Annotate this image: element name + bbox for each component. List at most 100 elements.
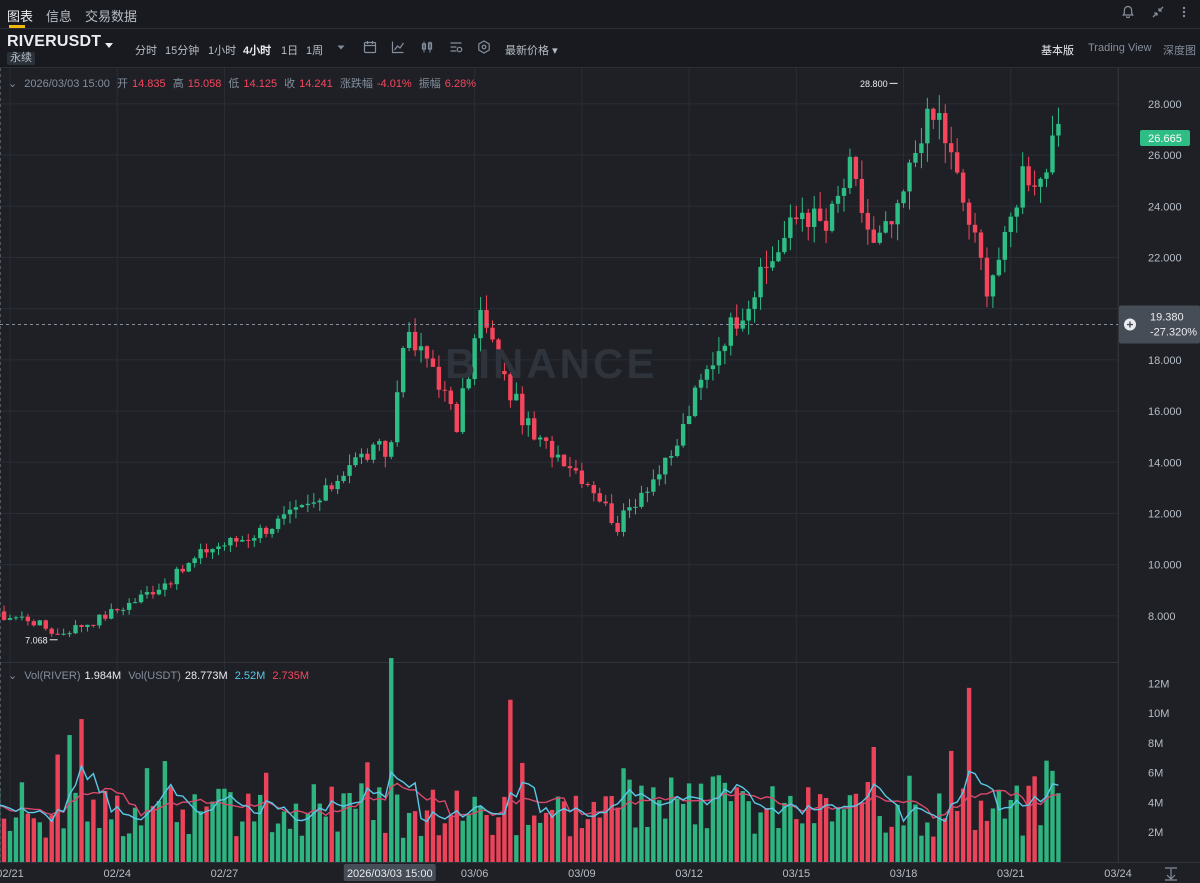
view-basic[interactable]: 基本版 (1041, 45, 1074, 57)
interval-15m[interactable]: 15分钟 (165, 45, 200, 57)
candle-body (567, 466, 573, 469)
interval-1d[interactable]: 1日 (281, 45, 299, 57)
candle-body (186, 563, 191, 572)
collapse-icon[interactable] (1150, 5, 1166, 21)
candle-body (466, 379, 471, 389)
candle-body (263, 527, 269, 534)
volume-bar (13, 817, 19, 862)
volume-bar (168, 786, 174, 862)
candle-body (293, 507, 299, 510)
plus-icon (1127, 321, 1133, 328)
calendar-icon[interactable] (362, 40, 378, 56)
volume-tick-label: 8M (1148, 738, 1163, 750)
open-value: 14.835 (131, 78, 166, 90)
amplitude-value: 6.28% (444, 78, 476, 90)
volume-bar (722, 782, 728, 862)
candle-body (889, 221, 894, 225)
interval-dropdown-icon[interactable] (333, 40, 349, 56)
candlestick-chart[interactable]: 28.800 7.068 8.000 10.000 12.000 14.000 16.00… (0, 68, 1200, 883)
volume-bar (734, 787, 739, 862)
volume-bar (913, 804, 918, 862)
candle-body (43, 620, 48, 629)
volume-bar (240, 821, 245, 862)
volume-bar (740, 791, 745, 862)
time-tick-label: 03/24 (1104, 868, 1132, 880)
volume-bar (329, 786, 334, 862)
candle-body (800, 212, 805, 220)
volume-bar (532, 815, 537, 862)
price-tick-label: 22.000 (1148, 252, 1182, 264)
candle-body (269, 528, 275, 534)
bell-icon[interactable] (1120, 5, 1136, 21)
tab-info[interactable]: 信息 (46, 9, 73, 24)
candle-body (806, 212, 811, 227)
candle-body (937, 113, 942, 120)
symbol-dropdown-icon[interactable] (105, 43, 113, 48)
volume-tick-label: 2M (1148, 827, 1163, 839)
volume-bar (919, 835, 924, 862)
tab-chart[interactable]: 图表 (7, 9, 34, 24)
volume-bar (686, 783, 692, 862)
volume-bar (341, 793, 346, 862)
extreme-price-label: 7.068 (25, 635, 48, 645)
candle-style-icon[interactable] (419, 40, 435, 56)
candle-body (537, 437, 543, 440)
volume-bar (782, 802, 787, 862)
candle-body (746, 308, 751, 321)
volume-bar (674, 798, 680, 862)
candle-body (1044, 172, 1049, 179)
interval-time[interactable]: 分时 (135, 45, 157, 57)
volume-bar (669, 777, 674, 862)
candle-body (782, 237, 787, 253)
volume-bar (222, 788, 227, 862)
candle-body (162, 583, 168, 590)
view-tradingview[interactable]: Trading View (1088, 42, 1152, 54)
volume-bar (883, 832, 888, 862)
volume-bar (424, 810, 430, 862)
volume-collapse-icon[interactable]: ⌄ (8, 670, 18, 682)
volume-bar (1056, 793, 1061, 862)
indicator-icon[interactable] (390, 40, 406, 56)
more-icon[interactable] (1176, 5, 1192, 21)
volume-bar (889, 826, 894, 862)
volume-bar (377, 787, 382, 862)
tab-trade-data[interactable]: 交易数据 (85, 9, 138, 24)
volume-bar (25, 813, 31, 862)
volume-bar (150, 805, 156, 862)
interval-4h[interactable]: 4小时 (243, 45, 272, 57)
candle-body (764, 266, 769, 268)
volume-bar (555, 796, 561, 862)
volume-bar (418, 835, 424, 862)
candle-body (925, 108, 930, 144)
volume-bar (49, 815, 54, 862)
candle-body (412, 331, 418, 351)
volume-bar (287, 828, 293, 862)
candle-body (347, 465, 352, 476)
candle-body (460, 388, 465, 433)
view-depth[interactable]: 深度图 (1163, 45, 1196, 57)
candle-body (716, 351, 722, 366)
candle-body (335, 480, 340, 490)
candle-body (954, 152, 960, 173)
amplitude-label: 振幅 (418, 78, 441, 90)
candle-body (13, 617, 19, 619)
symbol-name[interactable]: RIVERUSDT (7, 33, 102, 50)
volume-bar (794, 819, 799, 862)
candle-body (943, 113, 948, 144)
volume-bar (79, 719, 84, 862)
vol-ma2-value: 2.735M (272, 670, 310, 682)
candle-body (91, 624, 96, 626)
time-tick-label: 03/06 (461, 868, 489, 880)
hexagon-settings-icon[interactable] (476, 40, 492, 56)
candle-body (257, 527, 263, 539)
volume-bar (663, 818, 668, 862)
legend-collapse-icon[interactable]: ⌄ (8, 78, 18, 90)
candle-body (883, 221, 888, 233)
interval-1h[interactable]: 1小时 (208, 45, 237, 57)
volume-ma-lines (0, 764, 1059, 823)
settings-list-icon[interactable] (448, 40, 464, 56)
volume-bar (252, 821, 257, 862)
volume-bar (996, 789, 1002, 862)
price-type-select[interactable]: 最新价格 ▾ (505, 42, 558, 58)
interval-1w[interactable]: 1周 (306, 45, 324, 57)
